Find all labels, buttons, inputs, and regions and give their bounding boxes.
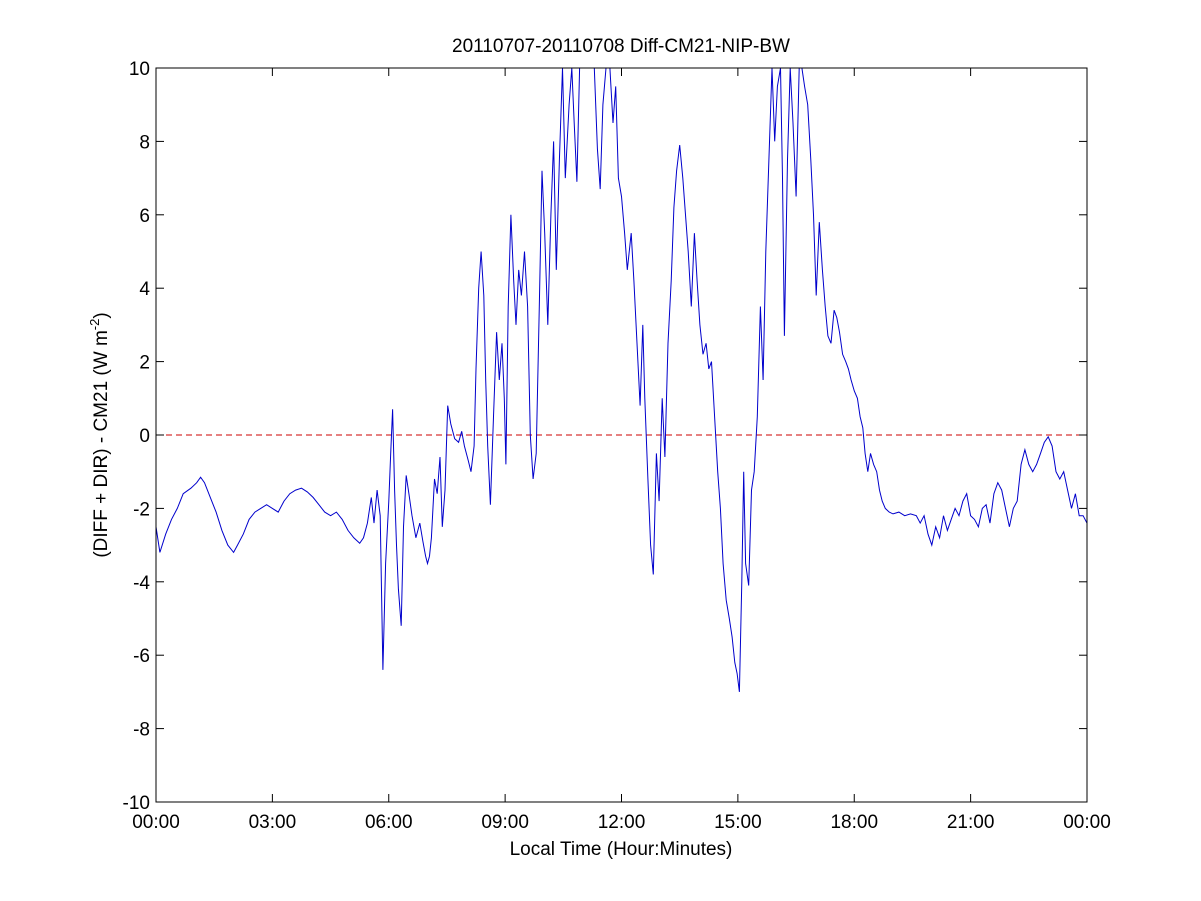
y-axis-label-main: (DIFF + DIR) - CM21 (W m	[91, 330, 112, 557]
y-tick-label: 6	[139, 206, 150, 227]
x-tick-label: 09:00	[481, 812, 529, 833]
y-tick-label: -2	[133, 499, 150, 520]
y-tick-label: 4	[139, 279, 150, 300]
y-axis-label-superscript: -2	[87, 319, 102, 331]
y-tick-label: -6	[133, 646, 150, 667]
y-axis-label-close: )	[91, 312, 112, 318]
x-axis-label: Local Time (Hour:Minutes)	[510, 839, 733, 860]
y-tick-label: -8	[133, 720, 150, 741]
x-tick-label: 06:00	[365, 812, 413, 833]
y-axis-label: (DIFF + DIR) - CM21 (W m-2)	[87, 312, 112, 557]
x-tick-label: 15:00	[714, 812, 762, 833]
y-tick-label: 10	[129, 59, 150, 80]
x-tick-label: 00:00	[132, 812, 180, 833]
y-tick-label: -10	[123, 793, 150, 814]
series-line	[156, 68, 1087, 692]
x-tick-label: 18:00	[830, 812, 878, 833]
x-axis: 00:00 03:00 06:00 09:00 12:00 15:00 18:00 21:00…	[132, 68, 1111, 833]
chart-title: 20110707-20110708 Diff-CM21-NIP-BW	[452, 36, 790, 57]
y-tick-label: 2	[139, 353, 150, 374]
x-tick-label: 03:00	[249, 812, 297, 833]
x-tick-label: 12:00	[598, 812, 646, 833]
y-tick-label: 0	[139, 426, 150, 447]
y-axis: -10 -8 -6 -4 -2 0 2 4 6 8 10	[123, 59, 1087, 814]
y-tick-label: 8	[139, 132, 150, 153]
x-tick-label: 00:00	[1063, 812, 1111, 833]
x-tick-label: 21:00	[947, 812, 995, 833]
y-tick-label: -4	[133, 573, 150, 594]
